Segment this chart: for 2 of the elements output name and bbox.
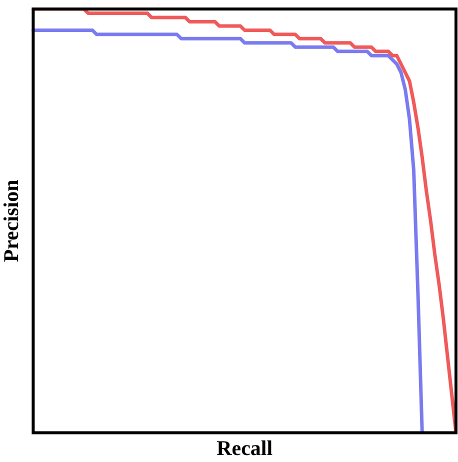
y-axis-title: Precision bbox=[0, 179, 24, 262]
x-axis-title: Recall bbox=[216, 436, 273, 460]
